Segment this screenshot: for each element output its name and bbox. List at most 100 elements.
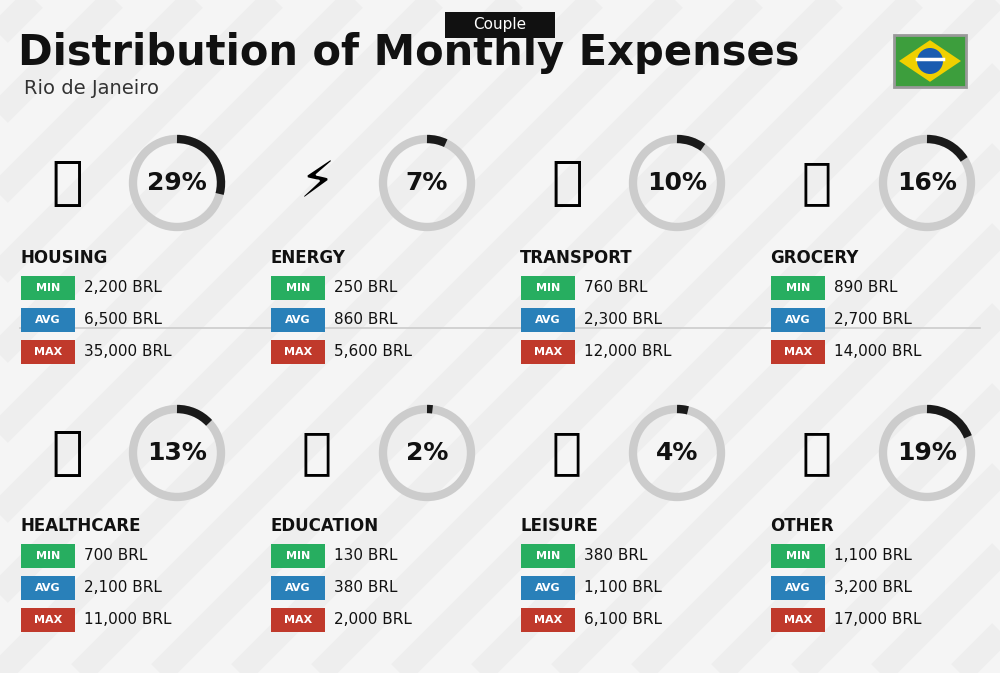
FancyBboxPatch shape [771, 308, 825, 332]
Text: 19%: 19% [897, 441, 957, 465]
Text: 🎓: 🎓 [302, 429, 332, 477]
Text: TRANSPORT: TRANSPORT [520, 249, 633, 267]
Text: AVG: AVG [785, 315, 811, 325]
Text: AVG: AVG [535, 315, 561, 325]
Text: LEISURE: LEISURE [520, 517, 598, 535]
Text: 6,100 BRL: 6,100 BRL [584, 612, 662, 627]
Text: GROCERY: GROCERY [770, 249, 858, 267]
Text: HOUSING: HOUSING [20, 249, 107, 267]
Text: HEALTHCARE: HEALTHCARE [20, 517, 140, 535]
Text: AVG: AVG [35, 583, 61, 593]
Text: MIN: MIN [36, 551, 60, 561]
FancyBboxPatch shape [271, 308, 325, 332]
Text: 🏢: 🏢 [51, 157, 83, 209]
Text: 29%: 29% [147, 171, 207, 195]
FancyBboxPatch shape [771, 340, 825, 364]
Polygon shape [899, 40, 961, 82]
Text: MAX: MAX [784, 615, 812, 625]
Text: MIN: MIN [286, 283, 310, 293]
Text: Distribution of Monthly Expenses: Distribution of Monthly Expenses [18, 32, 800, 74]
FancyBboxPatch shape [771, 608, 825, 632]
FancyBboxPatch shape [271, 608, 325, 632]
Text: MAX: MAX [34, 615, 62, 625]
Text: 11,000 BRL: 11,000 BRL [84, 612, 172, 627]
Text: 860 BRL: 860 BRL [334, 312, 398, 328]
Text: 2,300 BRL: 2,300 BRL [584, 312, 662, 328]
Text: 2,700 BRL: 2,700 BRL [834, 312, 912, 328]
Text: 130 BRL: 130 BRL [334, 548, 398, 563]
Text: 17,000 BRL: 17,000 BRL [834, 612, 922, 627]
Text: 2%: 2% [406, 441, 448, 465]
Text: 🚌: 🚌 [551, 157, 583, 209]
Text: 890 BRL: 890 BRL [834, 281, 898, 295]
FancyBboxPatch shape [521, 276, 575, 300]
Text: 4%: 4% [656, 441, 698, 465]
FancyBboxPatch shape [521, 308, 575, 332]
Text: ENERGY: ENERGY [270, 249, 345, 267]
FancyBboxPatch shape [21, 276, 75, 300]
Text: 760 BRL: 760 BRL [584, 281, 648, 295]
Text: MIN: MIN [786, 283, 810, 293]
Text: 2,000 BRL: 2,000 BRL [334, 612, 412, 627]
Text: AVG: AVG [535, 583, 561, 593]
Text: AVG: AVG [285, 583, 311, 593]
FancyBboxPatch shape [445, 12, 555, 38]
Text: MIN: MIN [36, 283, 60, 293]
Text: 👜: 👜 [802, 429, 832, 477]
FancyBboxPatch shape [21, 544, 75, 568]
FancyBboxPatch shape [21, 576, 75, 600]
Text: MAX: MAX [784, 347, 812, 357]
Text: 1,100 BRL: 1,100 BRL [584, 581, 662, 596]
Text: Rio de Janeiro: Rio de Janeiro [24, 79, 159, 98]
Text: 35,000 BRL: 35,000 BRL [84, 345, 172, 359]
Text: 3,200 BRL: 3,200 BRL [834, 581, 912, 596]
Text: MIN: MIN [536, 551, 560, 561]
FancyBboxPatch shape [271, 544, 325, 568]
Text: 700 BRL: 700 BRL [84, 548, 147, 563]
Text: MAX: MAX [284, 347, 312, 357]
Text: MAX: MAX [534, 347, 562, 357]
Text: 10%: 10% [647, 171, 707, 195]
Text: 2,100 BRL: 2,100 BRL [84, 581, 162, 596]
Text: 5,600 BRL: 5,600 BRL [334, 345, 412, 359]
FancyBboxPatch shape [271, 576, 325, 600]
Text: ⚡: ⚡ [299, 159, 335, 207]
Text: 🛒: 🛒 [802, 159, 832, 207]
Text: AVG: AVG [785, 583, 811, 593]
Text: 380 BRL: 380 BRL [334, 581, 398, 596]
Text: MIN: MIN [286, 551, 310, 561]
Text: 💗: 💗 [51, 427, 83, 479]
FancyBboxPatch shape [771, 544, 825, 568]
Text: MAX: MAX [534, 615, 562, 625]
Text: MIN: MIN [786, 551, 810, 561]
FancyBboxPatch shape [894, 35, 966, 87]
FancyBboxPatch shape [771, 276, 825, 300]
Circle shape [917, 48, 943, 74]
Text: 380 BRL: 380 BRL [584, 548, 648, 563]
FancyBboxPatch shape [271, 340, 325, 364]
FancyBboxPatch shape [271, 276, 325, 300]
FancyBboxPatch shape [521, 608, 575, 632]
Text: AVG: AVG [285, 315, 311, 325]
Text: AVG: AVG [35, 315, 61, 325]
FancyBboxPatch shape [521, 340, 575, 364]
FancyBboxPatch shape [21, 340, 75, 364]
FancyBboxPatch shape [21, 608, 75, 632]
Text: 1,100 BRL: 1,100 BRL [834, 548, 912, 563]
FancyBboxPatch shape [771, 576, 825, 600]
Text: 16%: 16% [897, 171, 957, 195]
Text: 250 BRL: 250 BRL [334, 281, 397, 295]
Text: 🛍: 🛍 [552, 429, 582, 477]
Text: 14,000 BRL: 14,000 BRL [834, 345, 922, 359]
Text: MIN: MIN [536, 283, 560, 293]
FancyBboxPatch shape [521, 544, 575, 568]
Text: EDUCATION: EDUCATION [270, 517, 378, 535]
Text: 7%: 7% [406, 171, 448, 195]
FancyBboxPatch shape [21, 308, 75, 332]
Text: Couple: Couple [473, 17, 527, 32]
FancyBboxPatch shape [521, 576, 575, 600]
Text: 12,000 BRL: 12,000 BRL [584, 345, 672, 359]
Text: MAX: MAX [284, 615, 312, 625]
Text: 2,200 BRL: 2,200 BRL [84, 281, 162, 295]
Text: 6,500 BRL: 6,500 BRL [84, 312, 162, 328]
